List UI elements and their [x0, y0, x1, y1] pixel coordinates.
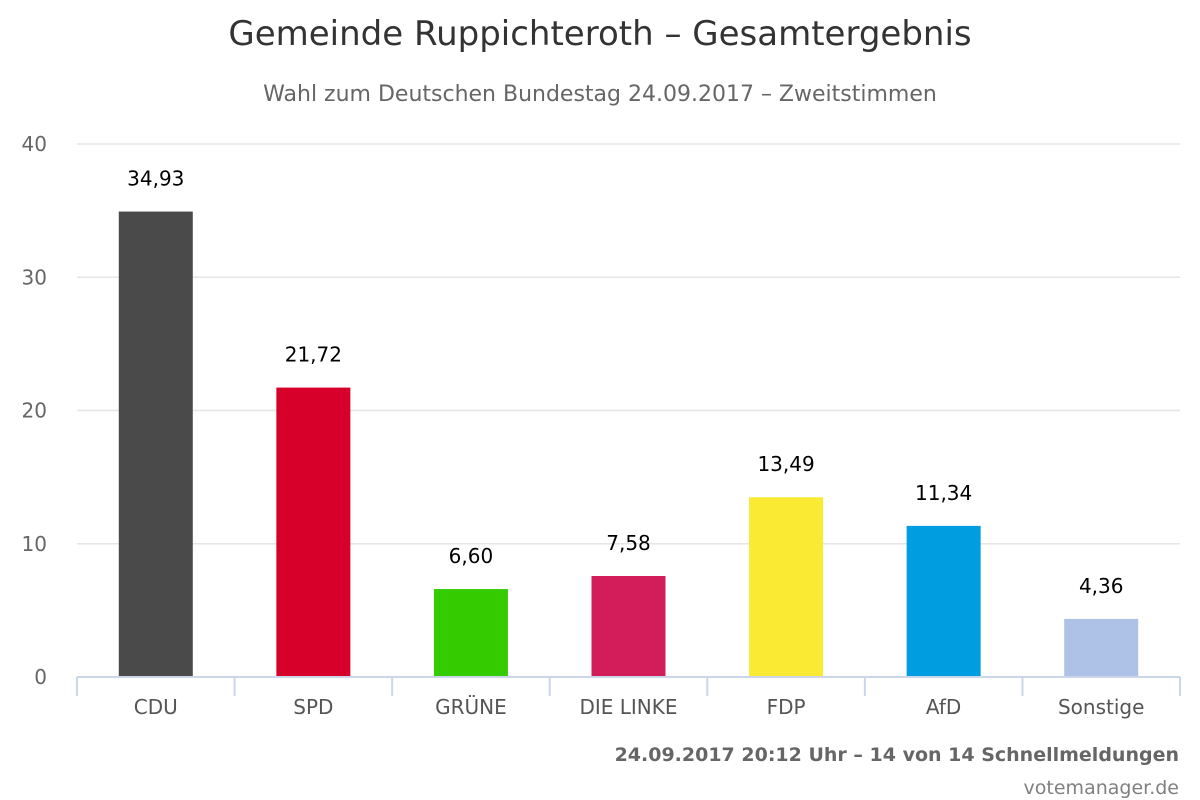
footer-timestamp: 24.09.2017 20:12 Uhr – 14 von 14 Schnell…: [614, 744, 1179, 766]
data-label: 34,93: [127, 167, 184, 191]
x-axis: CDU SPD GRÜNE DIE LINKE FDP AfD Sonstige: [76, 676, 1181, 719]
bar-afd: [906, 525, 981, 677]
x-tick-label: GRÜNE: [435, 695, 507, 719]
data-label: 13,49: [757, 452, 814, 476]
y-tick-label: 10: [22, 532, 47, 556]
bar-cdu: [118, 211, 193, 678]
bar-sonstige: [1064, 618, 1139, 677]
x-tick-label: DIE LINKE: [579, 695, 677, 719]
bar-layer: [118, 211, 1139, 678]
x-tick-label: FDP: [767, 695, 806, 719]
y-tick-label: 40: [22, 132, 47, 156]
x-tick-label: AfD: [926, 695, 961, 719]
bar-spd: [276, 387, 351, 677]
y-tick-label: 20: [22, 399, 47, 423]
grid-layer: 0 10 20 30 40: [22, 132, 1180, 689]
x-tick-label: SPD: [293, 695, 333, 719]
chart-subtitle: Wahl zum Deutschen Bundestag 24.09.2017 …: [263, 82, 937, 107]
chart-title: Gemeinde Ruppichteroth – Gesamtergebnis: [228, 14, 972, 54]
data-label: 11,34: [915, 481, 972, 505]
y-tick-label: 30: [22, 265, 47, 289]
x-tick-label: CDU: [134, 695, 178, 719]
data-label: 21,72: [285, 343, 342, 367]
data-label: 7,58: [606, 531, 651, 555]
data-label: 6,60: [449, 544, 494, 568]
bar-die-linke: [591, 575, 666, 677]
data-label-layer: 34,93 21,72 6,60 7,58 13,49 11,34 4,36: [127, 167, 1123, 598]
data-label: 4,36: [1079, 574, 1124, 598]
x-tick-label: Sonstige: [1058, 695, 1144, 719]
bar-fdp: [749, 497, 824, 677]
footer-credit: votemanager.de: [1023, 777, 1179, 799]
bar-grüne: [433, 589, 508, 677]
y-tick-label: 0: [34, 665, 47, 689]
